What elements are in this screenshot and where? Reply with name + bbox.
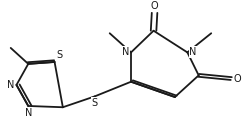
Text: N: N xyxy=(190,47,197,57)
Text: O: O xyxy=(234,74,241,84)
Text: O: O xyxy=(151,1,159,11)
Text: S: S xyxy=(57,50,63,60)
Text: S: S xyxy=(92,98,98,108)
Text: N: N xyxy=(122,47,129,57)
Text: N: N xyxy=(7,80,14,90)
Text: N: N xyxy=(25,107,32,118)
